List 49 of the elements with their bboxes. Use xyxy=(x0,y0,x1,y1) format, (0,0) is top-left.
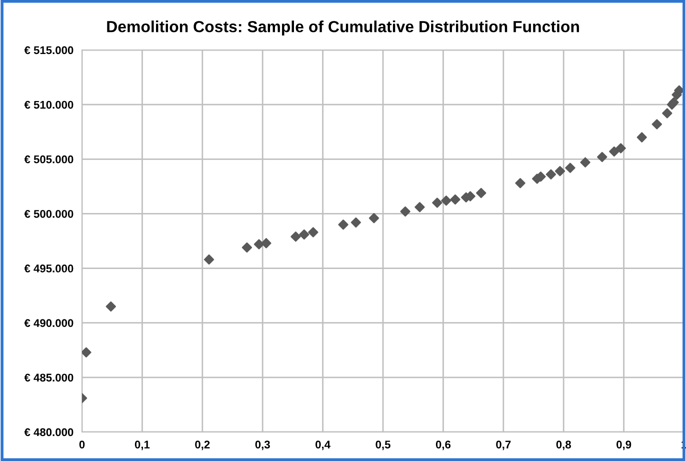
x-tick-label: 0,5 xyxy=(376,440,390,450)
point xyxy=(414,202,425,212)
point xyxy=(580,157,590,168)
point xyxy=(597,152,608,162)
point xyxy=(616,143,626,154)
x-tick-label: 0 xyxy=(79,440,85,448)
point xyxy=(636,132,647,142)
point xyxy=(441,196,452,206)
point xyxy=(254,239,264,250)
point xyxy=(299,229,310,240)
y-tick-label: € 510.000 xyxy=(24,100,74,109)
point xyxy=(674,85,684,96)
point xyxy=(546,169,556,180)
point xyxy=(368,212,380,224)
point xyxy=(261,238,272,248)
point xyxy=(652,119,662,130)
y-tick-label: € 490.000 xyxy=(24,319,74,327)
x-tick-label: 0,6 xyxy=(436,440,451,450)
point xyxy=(82,347,92,358)
point xyxy=(565,162,576,173)
y-tick-label: € 515.000 xyxy=(24,46,74,54)
point xyxy=(432,198,442,208)
point xyxy=(450,194,460,205)
point xyxy=(242,242,252,253)
point xyxy=(338,220,348,230)
point xyxy=(106,301,116,312)
x-tick-label: 0,8 xyxy=(556,440,571,450)
point xyxy=(476,188,486,198)
y-tick-label: € 505.000 xyxy=(24,155,74,164)
y-tick-label: € 480.000 xyxy=(24,428,74,436)
point xyxy=(290,232,301,242)
point xyxy=(204,254,214,265)
x-tick-label: 0,3 xyxy=(255,440,270,450)
point xyxy=(308,227,318,238)
chart-title: Demolition Costs: Sample of Cumulative Distribution Function xyxy=(107,20,579,36)
point xyxy=(609,146,620,157)
point xyxy=(515,178,526,188)
point xyxy=(350,217,361,228)
y-tick-label: € 485.000 xyxy=(24,374,74,382)
x-tick-label: 0,4 xyxy=(316,440,330,450)
x-tick-label: 0,2 xyxy=(195,440,210,450)
x-tick-label: 0,7 xyxy=(496,440,511,450)
point xyxy=(662,108,672,118)
y-tick-label: € 500.000 xyxy=(24,210,74,218)
point xyxy=(400,206,410,217)
point xyxy=(554,166,566,176)
x-tick-label: 0,9 xyxy=(616,440,632,450)
y-tick-label: € 495.000 xyxy=(24,264,74,272)
x-tick-label: 0,1 xyxy=(134,440,150,450)
